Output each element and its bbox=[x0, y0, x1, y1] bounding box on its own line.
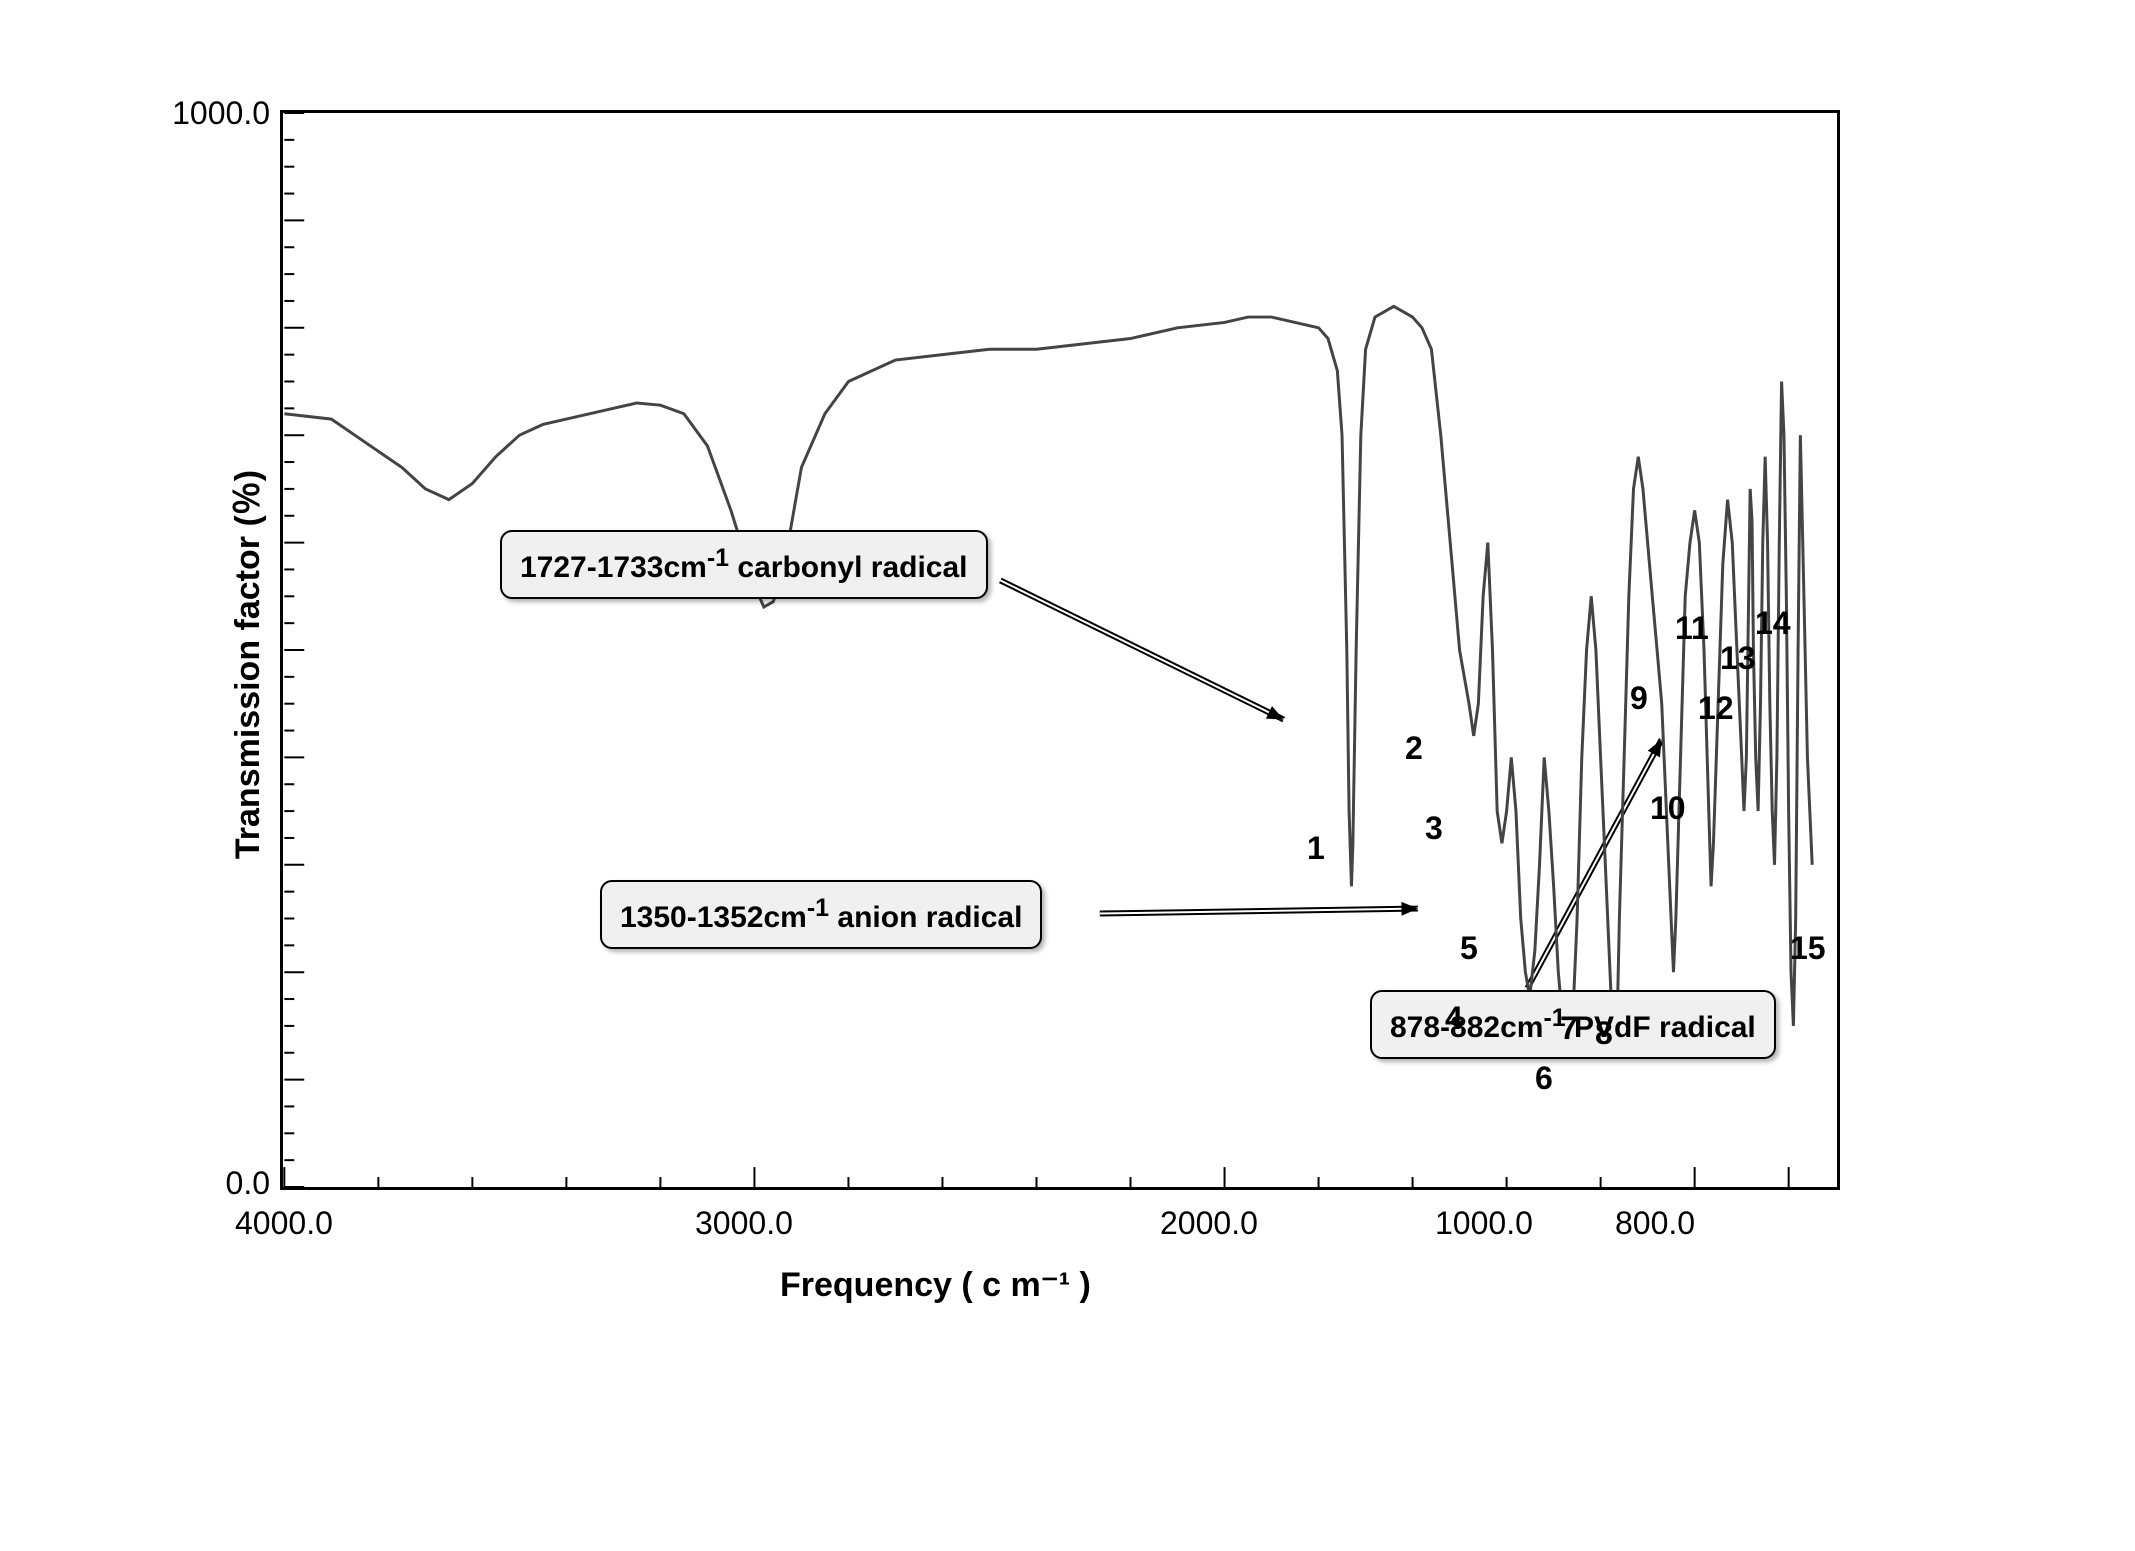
x-tick-3: 800.0 bbox=[1615, 1205, 1695, 1242]
peak-label-12: 12 bbox=[1698, 690, 1734, 727]
peak-label-11: 11 bbox=[1675, 610, 1709, 647]
callout-anion: 1350-1352cm-1 anion radical bbox=[600, 880, 1042, 949]
peak-label-10: 10 bbox=[1650, 790, 1686, 827]
y-tick-min: 0.0 bbox=[226, 1165, 270, 1202]
x-tick-2: 2000.0 bbox=[1160, 1205, 1258, 1242]
peak-label-2: 2 bbox=[1405, 730, 1423, 767]
peak-label-1: 1 bbox=[1307, 830, 1325, 867]
peak-label-7: 7 bbox=[1560, 1010, 1578, 1047]
peak-label-3: 3 bbox=[1425, 810, 1443, 847]
peak-label-13: 13 bbox=[1720, 640, 1756, 677]
peak-label-5: 5 bbox=[1460, 930, 1478, 967]
callout-carbonyl: 1727-1733cm-1 carbonyl radical bbox=[500, 530, 988, 599]
y-axis-label: Transmission factor (％) bbox=[220, 470, 269, 859]
y-tick-max: 1000.0 bbox=[172, 95, 270, 132]
x-axis-label: Frequency ( c m⁻¹ ) bbox=[780, 1265, 1091, 1305]
peak-label-6: 6 bbox=[1535, 1060, 1553, 1097]
peak-label-4: 4 bbox=[1445, 1000, 1463, 1037]
ir-spectrum-chart: 1000.0 0.0 4000.0 3000.0 2000.0 1000.0 8… bbox=[140, 90, 1870, 1340]
peak-label-8: 8 bbox=[1595, 1015, 1613, 1052]
peak-label-14: 14 bbox=[1755, 605, 1791, 642]
peak-label-15: 15 bbox=[1790, 930, 1826, 967]
x-tick-extra: 1000.0 bbox=[1435, 1205, 1533, 1242]
x-tick-0: 4000.0 bbox=[235, 1205, 333, 1242]
x-tick-1: 3000.0 bbox=[695, 1205, 793, 1242]
peak-label-9: 9 bbox=[1630, 680, 1648, 717]
